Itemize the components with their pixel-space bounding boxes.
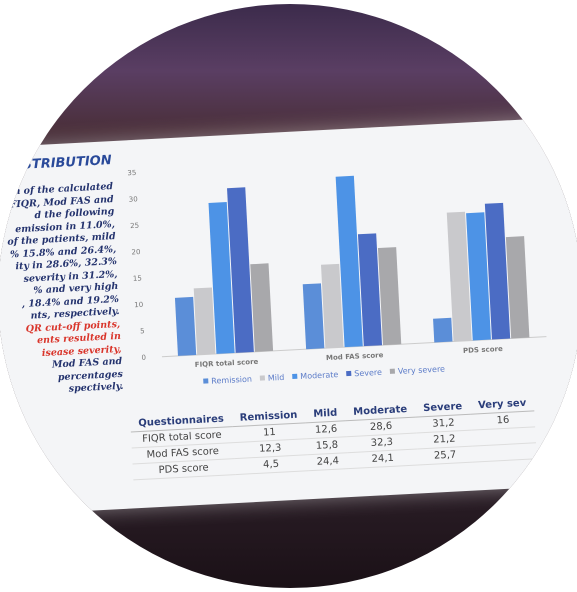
legend-label: Remission xyxy=(211,375,252,386)
x-tick-label: FIQR total score xyxy=(195,358,259,369)
bar xyxy=(250,263,274,352)
bar xyxy=(335,175,363,348)
table-cell: 24,4 xyxy=(307,452,349,471)
slide-heading: ISTRIBUTION xyxy=(17,153,113,174)
bar xyxy=(377,247,402,346)
legend-label: Very severe xyxy=(398,364,446,375)
bar xyxy=(505,236,530,339)
bar xyxy=(193,287,216,355)
legend-swatch xyxy=(259,375,266,381)
legend-swatch xyxy=(203,378,209,384)
table-cell xyxy=(472,442,538,463)
y-tick-label: 5 xyxy=(140,327,145,335)
y-tick-label: 10 xyxy=(134,301,143,309)
y-tick-label: 15 xyxy=(133,274,142,282)
table-cell: 4,5 xyxy=(233,454,309,475)
bar xyxy=(174,296,197,356)
data-table: Questionnaires Remission Mild Moderate Sever… xyxy=(130,395,538,480)
bar xyxy=(446,211,472,342)
legend-label: Moderate xyxy=(300,370,339,381)
bar xyxy=(357,233,383,347)
y-tick-label: 20 xyxy=(131,248,140,256)
table-cell: 24,1 xyxy=(347,449,419,469)
legend-label: Severe xyxy=(354,368,382,378)
y-tick-label: 0 xyxy=(141,354,146,362)
y-tick-label: 35 xyxy=(127,169,136,177)
bar xyxy=(227,187,254,353)
chart: 0 5 10 15 20 25 30 35 FIQR total score Mod FAS sc… xyxy=(127,169,547,386)
bar xyxy=(208,201,235,354)
y-tick-label: 25 xyxy=(130,222,139,230)
y-tick-label: 30 xyxy=(129,195,138,203)
slide-text: n of the calculated or FIQR, Mod FAS and d… xyxy=(0,181,124,399)
bar xyxy=(466,212,491,341)
bar xyxy=(302,283,325,350)
bar xyxy=(484,202,511,340)
bar xyxy=(433,317,453,343)
legend-swatch xyxy=(292,373,298,379)
legend-swatch xyxy=(389,368,396,374)
x-tick-label: Mod FAS score xyxy=(326,351,384,362)
legend-label: Mild xyxy=(268,373,285,383)
table-cell: 25,7 xyxy=(417,446,474,465)
legend-swatch xyxy=(346,370,352,377)
slide: ISTRIBUTION n of the calculated or FIQR, … xyxy=(0,116,577,516)
bar xyxy=(320,263,344,349)
x-tick-label: PDS score xyxy=(463,345,503,355)
